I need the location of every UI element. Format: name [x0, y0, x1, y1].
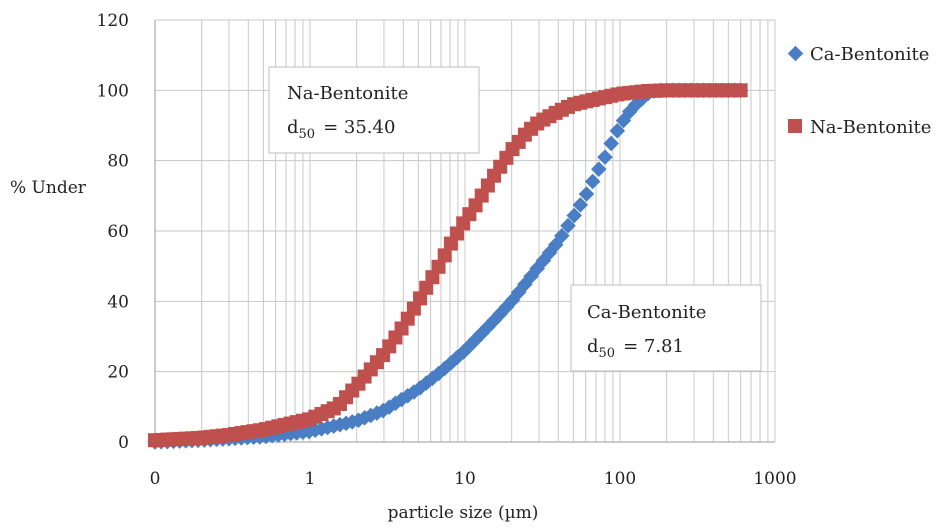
d50-value: = 7.81: [623, 336, 684, 357]
annotation-title: Ca-Bentonite: [587, 302, 706, 323]
y-tick-label: 80: [107, 152, 129, 172]
data-point-diamond: [591, 161, 607, 177]
y-tick-label: 60: [107, 222, 129, 242]
x-axis-ticks: 0 1 10 100 1000: [150, 469, 797, 489]
annotation-d50: d50 = 7.81: [587, 336, 684, 361]
d50-sub: 50: [599, 346, 616, 361]
y-tick-label: 20: [107, 363, 129, 383]
data-point-diamond: [597, 149, 613, 165]
y-tick-label: 0: [118, 433, 129, 453]
d50-main: d: [587, 336, 599, 357]
x-tick-label: 10: [454, 469, 476, 489]
d50-value: = 35.40: [323, 117, 395, 138]
x-tick-label: 1: [305, 469, 316, 489]
data-point-square: [437, 248, 452, 263]
data-point-square: [733, 83, 748, 98]
annotation-box: [268, 66, 480, 154]
annotation-ca-bentonite: Ca-Bentonite d50 = 7.81: [570, 284, 762, 372]
series-na-bentonite: [148, 83, 748, 448]
legend-item-ca-bentonite: Ca-Bentonite: [787, 44, 929, 65]
legend-label: Na-Bentonite: [810, 117, 931, 138]
legend-item-na-bentonite: Na-Bentonite: [788, 117, 931, 138]
y-tick-label: 100: [97, 81, 129, 101]
data-point-diamond: [609, 123, 626, 139]
annotation-d50: d50 = 35.40: [287, 117, 395, 142]
annotation-na-bentonite: Na-Bentonite d50 = 35.40: [268, 66, 480, 154]
data-point-diamond: [572, 197, 589, 213]
y-axis-label: % Under: [10, 178, 87, 198]
y-tick-label: 120: [97, 11, 129, 31]
legend: Ca-Bentonite Na-Bentonite: [787, 44, 931, 138]
x-axis-label: particle size (µm): [388, 503, 539, 523]
data-point-diamond: [554, 227, 570, 244]
x-tick-label: 0: [150, 469, 161, 489]
data-point-diamond: [603, 135, 619, 152]
x-tick-label: 100: [604, 469, 636, 489]
legend-label: Ca-Bentonite: [810, 44, 929, 65]
data-point-square: [419, 280, 434, 295]
data-point-diamond: [566, 207, 582, 224]
y-tick-label: 40: [107, 292, 129, 312]
legend-diamond-marker: [787, 45, 804, 62]
legend-square-marker: [788, 119, 802, 133]
y-axis-ticks: 0 20 40 60 80 100 120: [97, 11, 129, 453]
d50-sub: 50: [299, 127, 316, 142]
data-point-diamond: [560, 217, 576, 234]
data-point-diamond: [584, 173, 601, 190]
annotation-box: [570, 284, 762, 372]
data-point-diamond: [578, 186, 595, 202]
x-tick-label: 1000: [753, 469, 796, 489]
data-point-square: [413, 291, 428, 306]
d50-main: d: [287, 117, 299, 138]
data-point-square: [431, 259, 446, 274]
annotation-title: Na-Bentonite: [287, 83, 408, 104]
